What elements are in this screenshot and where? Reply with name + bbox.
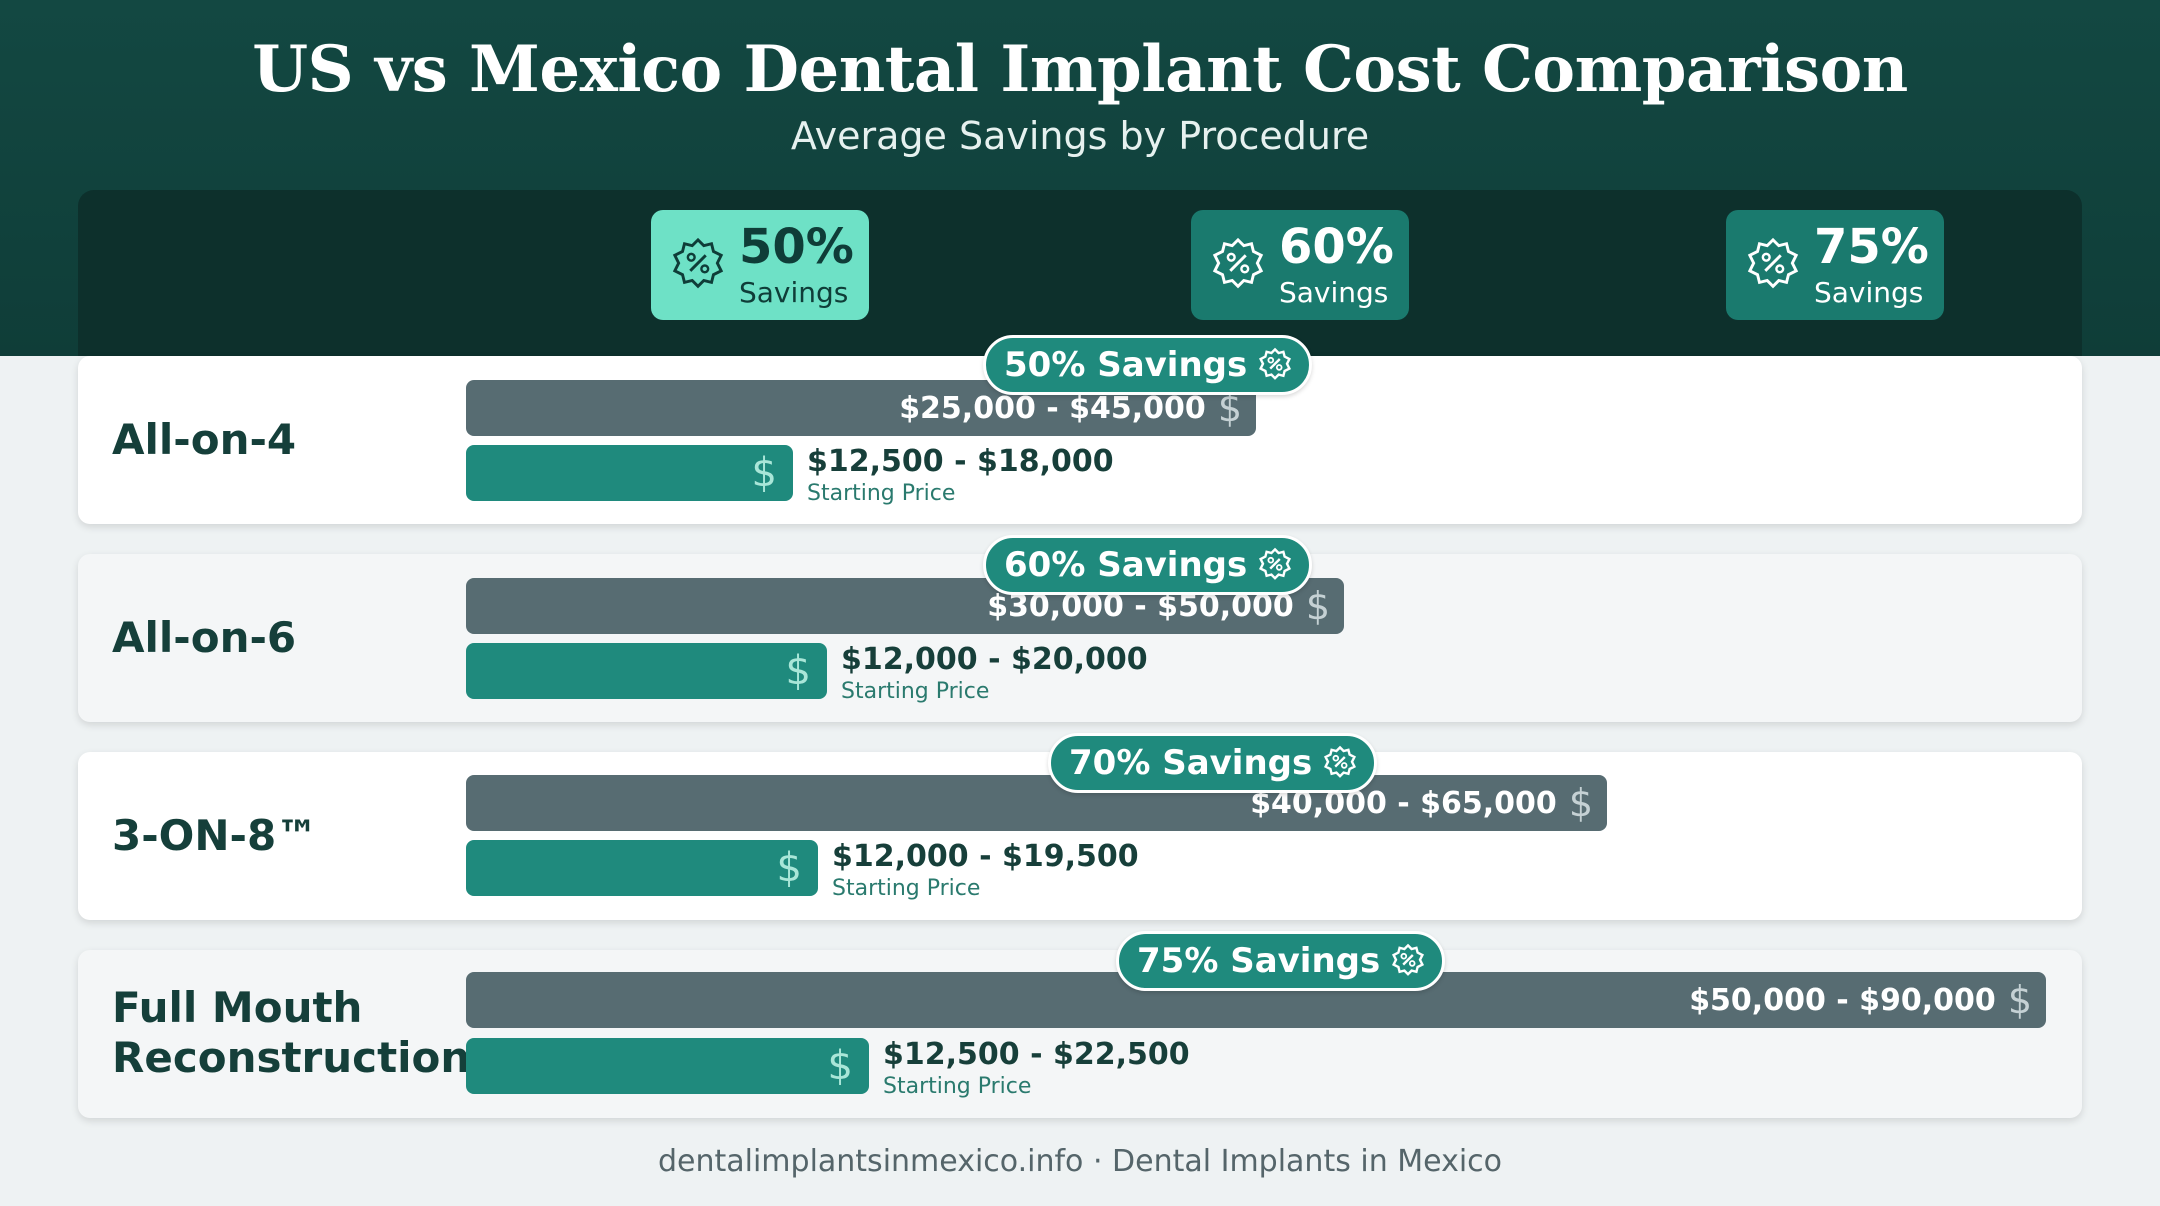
percent-badge-icon [672, 237, 724, 289]
procedure-row-full-mouth-reconstruction: Full Mouth Reconstruction $50,000 - $90,… [78, 950, 2082, 1118]
savings-pill: 60% Savings [983, 535, 1313, 595]
mexico-price-label: $12,500 - $22,500 [883, 1037, 1190, 1072]
procedure-name: All-on-6 [112, 613, 296, 663]
dollar-icon: $ [785, 648, 811, 694]
us-cost-bar: $40,000 - $65,000 $ [466, 775, 1607, 831]
savings-pill: 75% Savings [1116, 931, 1446, 991]
mexico-cost-bar: $ [466, 643, 827, 699]
us-price-label: $50,000 - $90,000 [1689, 982, 1996, 1018]
procedure-name: All-on-4 [112, 415, 296, 465]
procedure-name: Full Mouth Reconstruction [112, 983, 470, 1083]
percent-badge-icon [1259, 547, 1292, 580]
procedure-name-line1: All-on-6 [112, 613, 297, 662]
dollar-icon: $ [827, 1043, 853, 1089]
us-cost-bar: $25,000 - $45,000 $ [466, 380, 1256, 436]
procedure-name-line1: All-on-4 [112, 415, 297, 464]
footer-source: dentalimplantsinmexico.info · Dental Imp… [657, 1144, 1503, 1179]
starting-price-label: Starting Price [841, 679, 990, 704]
procedure-row-all-on-4: All-on-4 $25,000 - $45,000 $ $ $12,500 -… [78, 356, 2082, 524]
savings-pill-label: 70% Savings [1069, 743, 1313, 783]
page-subtitle: Average Savings by Procedure [790, 114, 1370, 158]
badge-label: Savings [1814, 276, 1924, 309]
mexico-price-block: $12,000 - $20,000 Starting Price [841, 645, 1148, 703]
dollar-icon: $ [751, 450, 777, 496]
starting-price-label: Starting Price [883, 1074, 1032, 1099]
dollar-icon: $ [2007, 978, 2032, 1022]
badge-percent: 50% [739, 219, 854, 275]
savings-pill: 50% Savings [983, 335, 1313, 395]
procedure-name: 3-ON-8™ [112, 811, 318, 861]
procedure-name-line1: Full Mouth [112, 983, 363, 1032]
us-price-label: $25,000 - $45,000 [899, 390, 1206, 426]
procedure-name-line2: Reconstruction [112, 1033, 471, 1082]
dollar-icon: $ [1568, 781, 1593, 825]
percent-badge-icon [1324, 745, 1357, 778]
mexico-price-label: $12,000 - $20,000 [841, 642, 1148, 677]
badge-percent: 60% [1279, 219, 1394, 275]
mexico-price-block: $12,500 - $22,500 Starting Price [883, 1040, 1190, 1098]
savings-pill-label: 50% Savings [1004, 345, 1248, 385]
mexico-price-block: $12,000 - $19,500 Starting Price [832, 842, 1139, 900]
badge-label: Savings [739, 276, 849, 309]
page-title: US vs Mexico Dental Implant Cost Compari… [252, 32, 1908, 107]
mexico-cost-bar: $ [466, 840, 818, 896]
savings-badge-75: 75% Savings [1726, 210, 1944, 320]
procedure-row-3-on-8: 3-ON-8™ $40,000 - $65,000 $ $ $12,000 - … [78, 752, 2082, 920]
savings-pill-label: 60% Savings [1004, 545, 1248, 585]
percent-badge-icon [1392, 943, 1425, 976]
savings-pill: 70% Savings [1048, 733, 1378, 793]
dollar-icon: $ [776, 845, 802, 891]
mexico-price-label: $12,000 - $19,500 [832, 839, 1139, 874]
mexico-price-label: $12,500 - $18,000 [807, 444, 1114, 479]
mexico-price-block: $12,500 - $18,000 Starting Price [807, 447, 1114, 505]
starting-price-label: Starting Price [832, 876, 981, 901]
percent-badge-icon [1747, 237, 1799, 289]
dollar-icon: $ [1305, 584, 1330, 628]
savings-badge-50: 50% Savings [651, 210, 869, 320]
procedure-name-line1: 3-ON-8™ [112, 811, 319, 860]
savings-pill-label: 75% Savings [1137, 941, 1381, 981]
percent-badge-icon [1259, 347, 1292, 380]
mexico-cost-bar: $ [466, 1038, 869, 1094]
badge-label: Savings [1279, 276, 1389, 309]
mexico-cost-bar: $ [466, 445, 793, 501]
percent-badge-icon [1212, 237, 1264, 289]
badge-percent: 75% [1814, 219, 1929, 275]
savings-badge-60: 60% Savings [1191, 210, 1409, 320]
starting-price-label: Starting Price [807, 481, 956, 506]
